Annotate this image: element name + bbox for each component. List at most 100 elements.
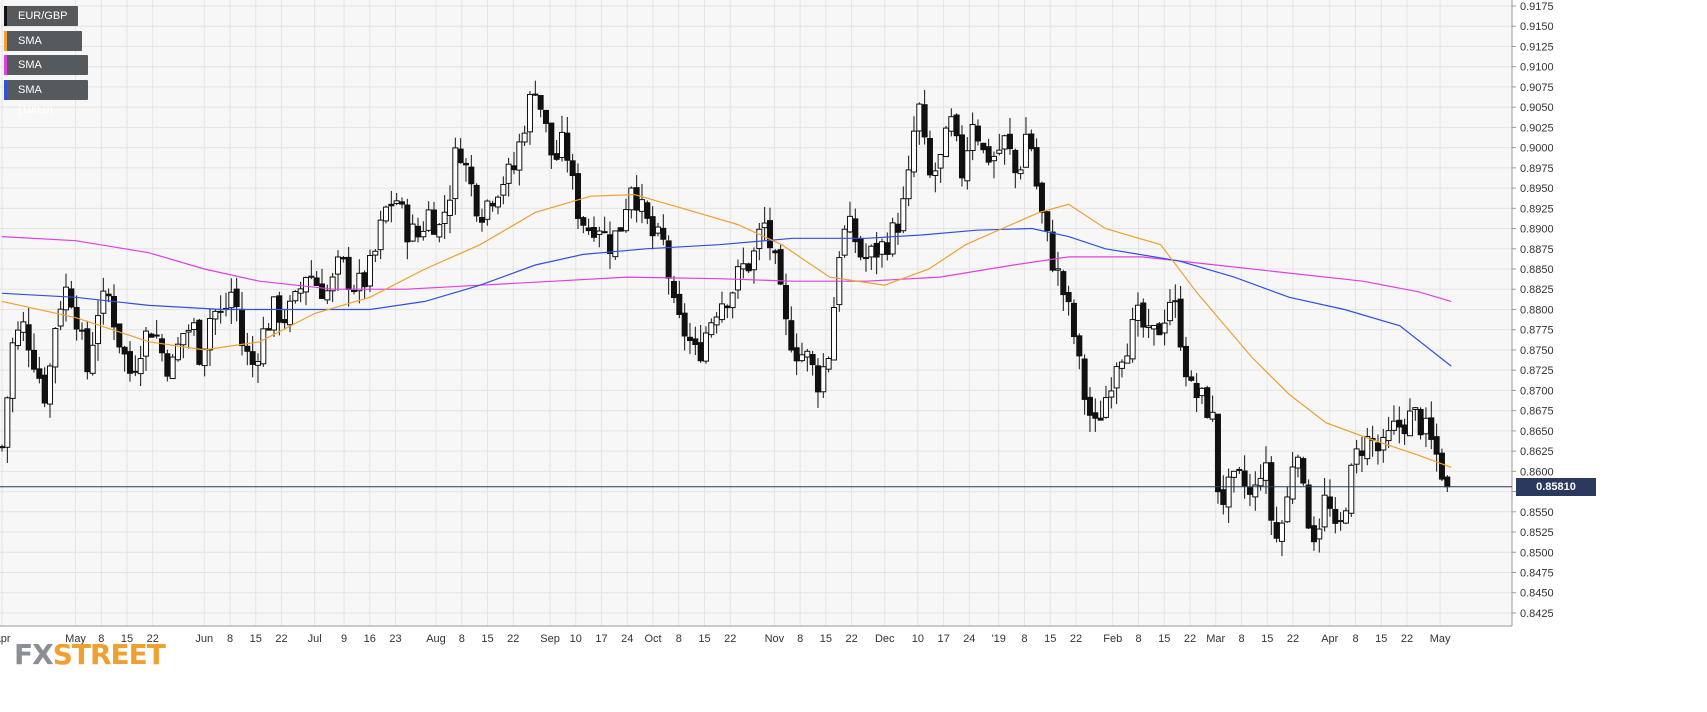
candle-body — [190, 322, 197, 331]
candle-body — [670, 280, 677, 299]
candle-body — [1300, 458, 1307, 484]
candle-body — [1113, 366, 1120, 389]
candle-body — [1134, 304, 1141, 321]
sma-50-line — [1, 193, 1452, 468]
candle-body — [777, 249, 784, 285]
y-tick-label: 0.9125 — [1520, 41, 1554, 53]
plot-area — [0, 0, 1512, 626]
candle-body — [820, 366, 827, 393]
candle-body — [142, 330, 149, 357]
candle-body — [729, 292, 736, 309]
y-tick-label: 0.9075 — [1520, 82, 1554, 94]
candle-body — [329, 276, 336, 292]
x-tick-label: 22 — [1070, 633, 1082, 645]
candle-body — [1374, 442, 1381, 452]
candle-body — [580, 217, 587, 226]
candle-body — [366, 255, 373, 287]
candle-body — [1198, 387, 1205, 397]
candle-body — [708, 322, 715, 336]
candle-body — [1076, 335, 1083, 357]
candle-body — [201, 348, 208, 367]
candle-body — [846, 215, 853, 233]
candle-body — [398, 201, 405, 205]
sma-100-line — [1, 227, 1452, 367]
x-tick-label: 15 — [121, 633, 133, 645]
x-tick-label: 22 — [275, 633, 287, 645]
y-tick-label: 0.9100 — [1520, 62, 1554, 74]
candle-body — [52, 328, 59, 368]
x-tick-label: Feb — [1103, 633, 1122, 645]
candle-body — [825, 358, 832, 370]
candle-body — [1044, 211, 1051, 232]
candle-body — [1001, 135, 1008, 150]
candle-body — [169, 356, 176, 379]
candle-body — [414, 225, 421, 238]
candle-body — [1204, 387, 1211, 418]
candle-body — [740, 263, 747, 270]
legend-item[interactable]: SMA (100,0) — [4, 79, 88, 116]
candle-body — [884, 242, 891, 255]
candle-body — [1278, 522, 1285, 542]
x-tick-label: 8 — [797, 633, 803, 645]
candle-body — [110, 295, 117, 328]
candle-body — [606, 234, 613, 254]
candle-body — [782, 285, 789, 320]
candle-body — [926, 138, 933, 176]
candle-body — [126, 351, 133, 374]
candle-body — [425, 209, 432, 231]
x-tick-label: 22 — [507, 633, 519, 645]
x-tick-label: 24 — [621, 633, 633, 645]
fxstreet-logo: FXSTREET — [14, 638, 166, 671]
x-tick-label: Jun — [195, 633, 213, 645]
candle-body — [1428, 417, 1435, 440]
candle-body — [1172, 300, 1179, 303]
legend-item[interactable]: EUR/GBP — [4, 6, 78, 26]
candle-body — [1284, 496, 1291, 523]
candle-body — [585, 227, 592, 232]
legend-item[interactable]: SMA (200,0) — [4, 55, 88, 91]
candle-body — [542, 109, 549, 124]
candle-body — [46, 365, 53, 405]
candle-body — [953, 114, 960, 137]
candle-body — [388, 203, 395, 207]
candle-body — [622, 209, 629, 232]
candle-body — [932, 170, 939, 176]
candle-body — [9, 342, 16, 399]
legend-item[interactable]: SMA (50,0) — [4, 30, 82, 67]
candle-body — [841, 228, 848, 256]
candle-body — [36, 368, 43, 379]
candle-body — [958, 134, 965, 179]
x-tick-label: 15 — [1044, 633, 1056, 645]
candle-body — [548, 122, 555, 156]
candle-body — [20, 321, 27, 333]
candle-body — [1145, 325, 1152, 329]
x-tick-label: 10 — [570, 633, 582, 645]
candle-body — [889, 222, 896, 255]
candle-body — [788, 320, 795, 351]
x-tick-label: 8 — [1352, 633, 1358, 645]
candle-body — [1406, 410, 1413, 437]
x-tick-label: 24 — [963, 633, 975, 645]
candle-body — [249, 351, 256, 365]
candle-body — [297, 288, 304, 294]
logo-fx-text: FX — [14, 638, 54, 671]
y-tick-label: 0.8950 — [1520, 183, 1554, 195]
candle-body — [430, 209, 437, 235]
candle-body — [334, 256, 341, 275]
sma-200-line — [1, 236, 1452, 302]
candle-body — [500, 183, 507, 196]
x-tick-label: Apr — [1321, 633, 1338, 645]
candle-body — [921, 104, 928, 138]
candle-body — [377, 219, 384, 251]
candle-body — [148, 333, 155, 338]
x-tick-label: 8 — [1238, 633, 1244, 645]
candle-body — [868, 245, 875, 258]
x-tick-label: Oct — [644, 633, 661, 645]
candle-body — [713, 316, 720, 326]
candle-body — [164, 353, 171, 377]
candle-body — [1209, 411, 1216, 420]
candle-body — [206, 317, 213, 351]
candle-body — [686, 336, 693, 342]
candle-body — [30, 349, 37, 370]
